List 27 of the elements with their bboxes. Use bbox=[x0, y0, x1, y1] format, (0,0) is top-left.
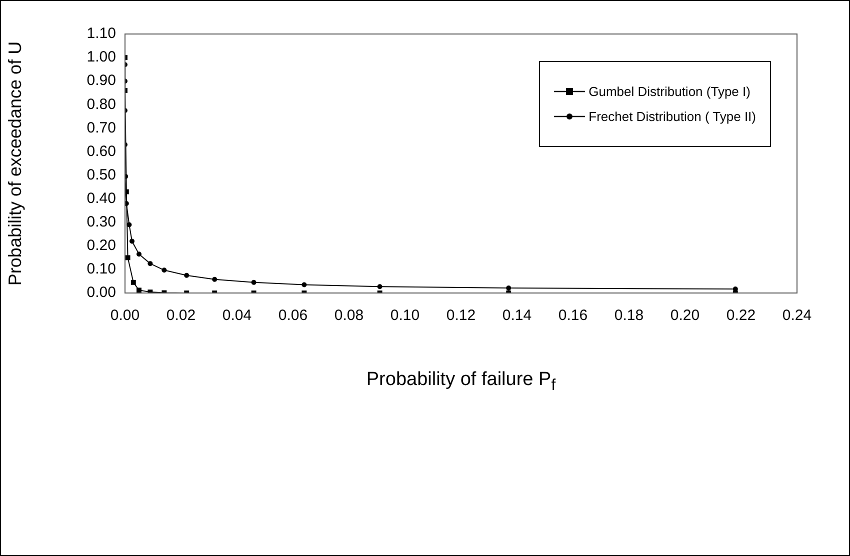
y-tick-label: 1.00 bbox=[86, 48, 116, 66]
x-tick-label: 0.10 bbox=[390, 307, 420, 324]
x-tick-label: 0.08 bbox=[334, 307, 364, 324]
x-tick-label: 0.00 bbox=[110, 307, 140, 324]
y-tick-label: 0.10 bbox=[86, 260, 116, 278]
x-tick-label: 0.04 bbox=[222, 307, 252, 324]
x-tick-label: 0.02 bbox=[166, 307, 196, 324]
y-tick-label: 0.20 bbox=[86, 237, 116, 254]
x-axis-title: Probability of failure P$_{f}$ bbox=[365, 369, 557, 395]
y-tick-label: 0.00 bbox=[86, 284, 116, 302]
x-tick-label: 0.06 bbox=[278, 307, 308, 324]
x-tick-label: 0.18 bbox=[614, 307, 644, 324]
x-tick-label: 0.16 bbox=[558, 307, 588, 324]
x-tick-label: 0.22 bbox=[726, 307, 756, 324]
y-tick-label: 0.40 bbox=[86, 190, 116, 207]
x-tick-label: 0.14 bbox=[502, 307, 532, 324]
y-tick-label: 0.30 bbox=[86, 214, 116, 231]
y-axis-title: Probability of exceedance of U bbox=[4, 41, 25, 286]
y-tick-label: 0.50 bbox=[86, 166, 116, 184]
y-tick-label: 0.80 bbox=[86, 96, 116, 113]
x-tick-label: 0.20 bbox=[670, 307, 700, 324]
y-tick-label: 0.70 bbox=[86, 119, 116, 136]
x-tick-label: 0.24 bbox=[782, 307, 812, 324]
y-tick-label: 0.90 bbox=[86, 72, 116, 90]
y-tick-label: 0.60 bbox=[86, 142, 116, 160]
y-tick-label: 1.10 bbox=[86, 25, 116, 42]
x-tick-label: 0.12 bbox=[446, 307, 476, 324]
